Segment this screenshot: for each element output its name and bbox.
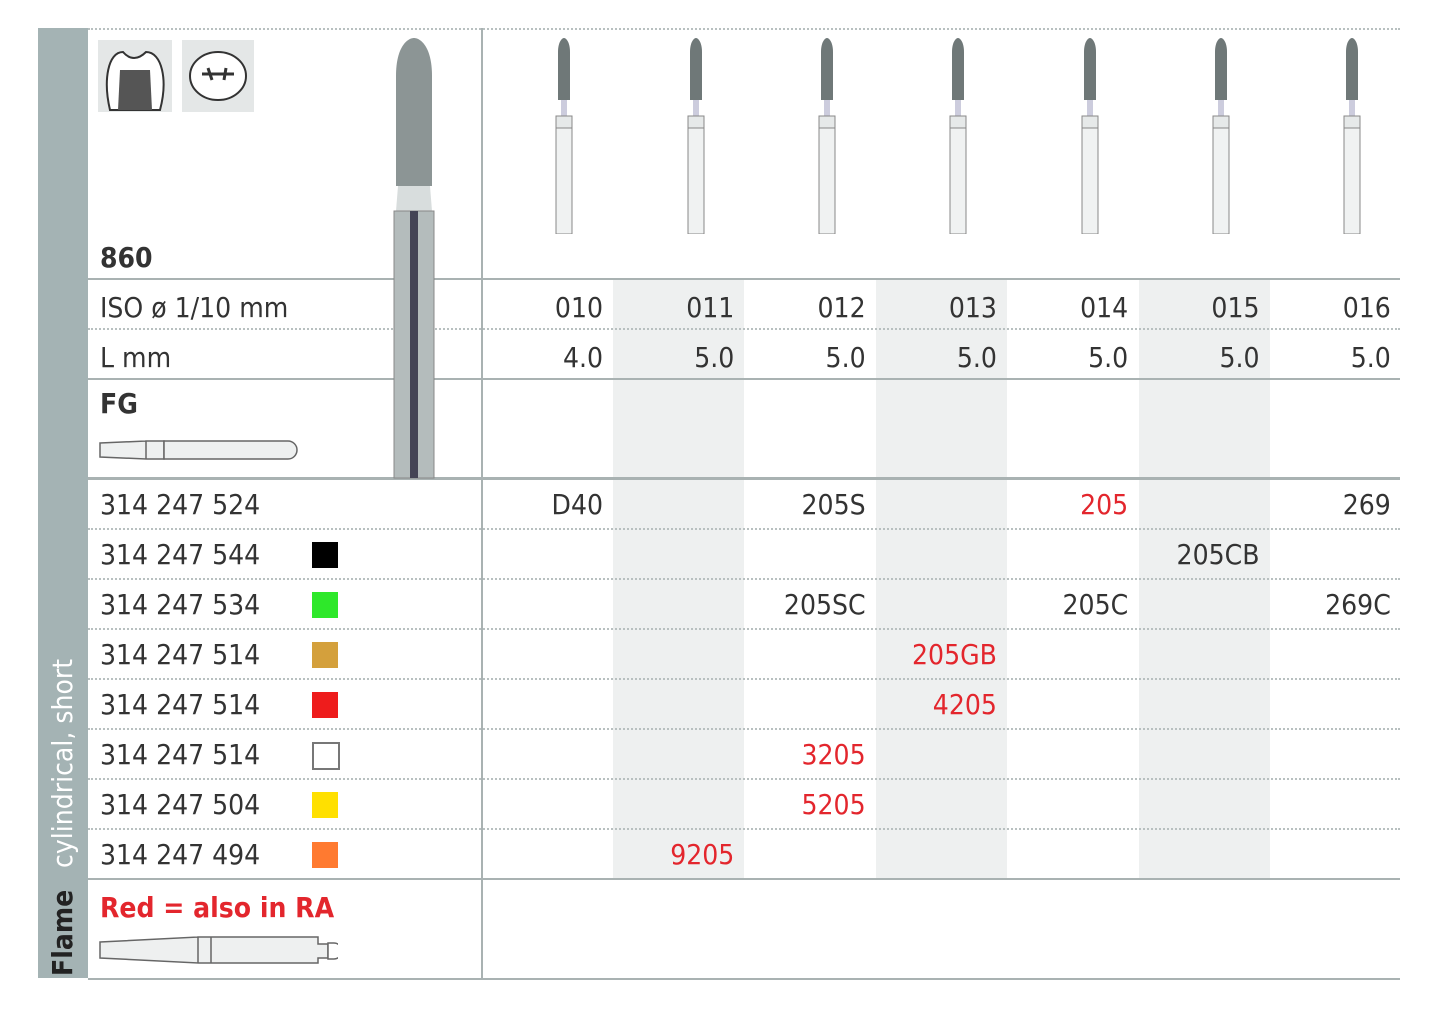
bur-image (1081, 38, 1098, 234)
bur-image (1212, 38, 1230, 234)
divider (88, 378, 1400, 380)
divider (88, 978, 1400, 980)
divider (88, 778, 1400, 780)
divider (88, 878, 1400, 880)
divider (88, 828, 1400, 830)
product-number: 5205 (801, 788, 866, 821)
article-code: 314 247 514 (100, 688, 261, 721)
shank-label: FG (100, 387, 138, 420)
article-code: 314 247 514 (100, 738, 261, 771)
category-label: cylindrical, short (46, 658, 79, 868)
product-number: 269C (1325, 588, 1391, 621)
divider (88, 278, 1400, 280)
product-number: 205C (1062, 588, 1129, 621)
bur-image (949, 38, 967, 234)
article-code: 314 247 514 (100, 638, 261, 671)
bur-image (555, 38, 573, 234)
color-code-swatch (312, 792, 338, 818)
product-number: 205 (1080, 488, 1129, 521)
product-number: D40 (551, 488, 603, 521)
fg-shank-icon (99, 440, 298, 460)
length-016: 5.0 (1350, 341, 1391, 374)
footer-note: Red = also in RA (100, 891, 335, 924)
article-code: 314 247 534 (100, 588, 261, 621)
size-010: 010 (554, 291, 603, 324)
divider (88, 28, 1400, 30)
divider (88, 477, 1400, 480)
divider (88, 728, 1400, 730)
occlusal-view-icon (182, 40, 254, 112)
divider (88, 628, 1400, 630)
divider (88, 678, 1400, 680)
product-number: 9205 (670, 838, 735, 871)
size-015: 015 (1211, 291, 1260, 324)
article-code: 314 247 544 (100, 538, 261, 571)
length-014: 5.0 (1088, 341, 1129, 374)
size-012: 012 (817, 291, 866, 324)
product-number: 3205 (801, 738, 866, 771)
bur-image (687, 38, 705, 234)
product-number: 269 (1342, 488, 1391, 521)
color-code-swatch (312, 742, 340, 770)
crown-preparation-icon (98, 40, 172, 112)
bur-image (1343, 38, 1361, 234)
column-divider (481, 28, 483, 978)
article-code: 314 247 504 (100, 788, 261, 821)
color-code-swatch (312, 692, 338, 718)
color-code-swatch (312, 642, 338, 668)
divider (88, 528, 1400, 530)
figure-number: 860 (100, 241, 153, 274)
size-016: 016 (1342, 291, 1391, 324)
length-011: 5.0 (694, 341, 735, 374)
length-label: L mm (100, 341, 172, 374)
color-code-swatch (312, 842, 338, 868)
divider (88, 578, 1400, 580)
category-band: cylindrical, short Flame (38, 28, 88, 978)
bur-large-image (393, 38, 435, 479)
product-number: 205CB (1176, 538, 1260, 571)
product-number: 205S (801, 488, 866, 521)
size-013: 013 (948, 291, 997, 324)
divider (88, 328, 1400, 330)
bur-image (818, 38, 836, 234)
color-code-swatch (312, 542, 338, 568)
product-number: 4205 (932, 688, 997, 721)
size-014: 014 (1080, 291, 1129, 324)
length-015: 5.0 (1219, 341, 1260, 374)
shape-label: Flame (46, 889, 79, 976)
length-012: 5.0 (825, 341, 866, 374)
length-010: 4.0 (562, 341, 603, 374)
article-code: 314 247 494 (100, 838, 261, 871)
length-013: 5.0 (956, 341, 997, 374)
size-011: 011 (686, 291, 735, 324)
ra-shank-icon (99, 936, 338, 964)
color-code-swatch (312, 592, 338, 618)
product-number: 205GB (912, 638, 997, 671)
product-number: 205SC (783, 588, 866, 621)
article-code: 314 247 524 (100, 488, 261, 521)
iso-label: ISO ø 1/10 mm (100, 291, 289, 324)
